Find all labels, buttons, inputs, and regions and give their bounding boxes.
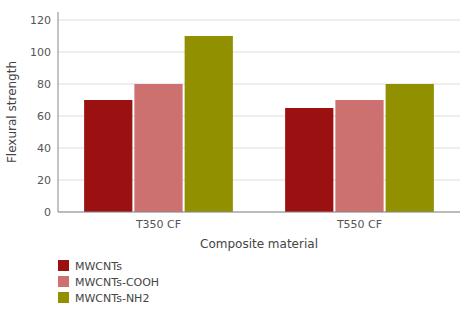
bar bbox=[185, 36, 233, 212]
y-tick-label: 100 bbox=[30, 46, 51, 59]
grid-line bbox=[58, 212, 460, 213]
bar bbox=[335, 100, 383, 212]
grid-line bbox=[58, 52, 460, 53]
legend-swatch bbox=[58, 260, 69, 271]
y-tick-label: 120 bbox=[30, 14, 51, 27]
y-tick-label: 40 bbox=[37, 142, 51, 155]
legend: MWCNTs MWCNTs-COOH MWCNTs-NH2 bbox=[58, 260, 159, 305]
y-tick-label: 20 bbox=[37, 174, 51, 187]
grid-line bbox=[58, 20, 460, 21]
x-tick-label: T350 CF bbox=[135, 218, 181, 231]
bar bbox=[386, 84, 434, 212]
bars bbox=[84, 36, 434, 212]
legend-label: MWCNTs-COOH bbox=[75, 276, 159, 289]
y-axis-label: Flexural strength bbox=[5, 61, 19, 163]
chart-container: 0 20 40 60 80 100 120 T350 CF T550 CF Composite m… bbox=[0, 0, 474, 314]
y-tick-label: 0 bbox=[44, 206, 51, 219]
bar bbox=[285, 108, 333, 212]
y-tick-label: 60 bbox=[37, 110, 51, 123]
legend-label: MWCNTs bbox=[75, 260, 122, 273]
legend-swatch bbox=[58, 292, 69, 303]
bar bbox=[84, 100, 132, 212]
x-tick-label: T550 CF bbox=[336, 218, 382, 231]
y-tick-label: 80 bbox=[37, 78, 51, 91]
x-axis-line bbox=[58, 212, 460, 213]
x-axis-label: Composite material bbox=[200, 237, 318, 251]
legend-swatch bbox=[58, 276, 69, 287]
bar bbox=[134, 84, 182, 212]
legend-label: MWCNTs-NH2 bbox=[75, 292, 149, 305]
y-axis-line bbox=[58, 12, 59, 212]
chart: 0 20 40 60 80 100 120 T350 CF T550 CF Composite m… bbox=[0, 0, 474, 314]
